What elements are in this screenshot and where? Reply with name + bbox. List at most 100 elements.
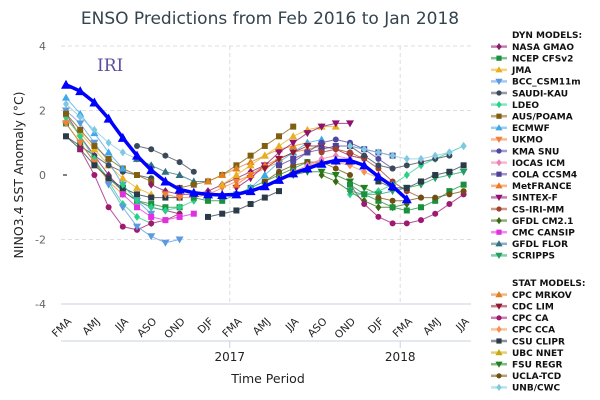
legend-marker-icon [496, 383, 502, 391]
legend-item: UBC NNET [491, 349, 564, 359]
model-run-point [446, 168, 453, 175]
model-run-point [190, 210, 197, 217]
y-tick-label: 4 [39, 40, 46, 53]
legend-label: CPC CCA [512, 326, 555, 336]
model-run-point [118, 164, 127, 172]
model-run-point [63, 100, 69, 109]
model-run-point [346, 120, 354, 128]
legend-label: UCLA-TCD [512, 372, 561, 382]
model-run-point [318, 146, 325, 153]
model-run-point [118, 174, 127, 182]
model-run-point [276, 168, 282, 175]
iri-point [245, 186, 256, 196]
iri-point [387, 181, 398, 191]
model-run-point [133, 183, 141, 191]
model-run-point [176, 203, 183, 212]
legend-item: CPC CA [491, 314, 549, 324]
model-run-point [161, 191, 170, 199]
x-tick-label: DJF [195, 316, 216, 337]
model-run-point [275, 141, 283, 149]
legend-item: CDC LIM [491, 303, 554, 313]
legend-heading: DYN MODELS: [512, 31, 582, 41]
model-run-point [403, 171, 410, 179]
model-run-point [375, 148, 382, 157]
model-run [232, 120, 354, 192]
legend-label: CMC CANSIP [512, 229, 575, 239]
model-run-point [361, 145, 368, 154]
model-run-point [261, 142, 268, 149]
model-run-point [276, 188, 282, 195]
model-run [205, 188, 282, 220]
iri-point [103, 113, 114, 123]
legend-label: SAUDI-KAU [512, 89, 568, 99]
iri-point [373, 171, 384, 181]
model-run [104, 181, 184, 247]
model-run-point [375, 197, 382, 204]
legend-item: KMA SNU [491, 147, 559, 157]
model-run-point [247, 152, 254, 159]
model-run-point [389, 220, 396, 227]
model-run-point [77, 126, 84, 133]
x-tick-label: AMJ [251, 316, 273, 338]
model-run-point [148, 203, 155, 212]
legend-label: CS-IRI-MM [512, 205, 564, 215]
model-run-point [361, 152, 368, 159]
model-run-point [460, 188, 467, 195]
model-run-point [347, 141, 353, 150]
model-run-line [122, 184, 195, 211]
legend-label: LDEO [512, 101, 539, 111]
legend-marker-icon [496, 325, 502, 333]
legend-label: IOCAS ICM [512, 159, 565, 169]
model-run-point [91, 125, 98, 134]
legend-label: AUS/POAMA [512, 113, 573, 123]
legend-item: SINTEX-F [491, 194, 558, 204]
iri-point [359, 160, 370, 170]
model-run-point [175, 171, 184, 178]
model-run-point [161, 167, 170, 175]
legend-item: CSU CLIPR [491, 337, 565, 347]
model-run-point [389, 165, 396, 172]
legend-marker-icon [496, 206, 502, 212]
legend-marker-icon [495, 291, 503, 298]
model-run-point [205, 197, 211, 204]
model-run-point [290, 123, 297, 130]
legend-label: CPC CA [512, 314, 549, 324]
model-run-point [190, 168, 197, 175]
model-run-point [446, 191, 453, 198]
model-run-point [204, 177, 212, 185]
legend-item: SCRIPPS [491, 252, 555, 262]
legend-item: CPC MRKOV [491, 291, 572, 301]
chart-title: ENSO Predictions from Feb 2016 to Jan 20… [81, 9, 459, 29]
grid [61, 45, 471, 305]
legend-label: UNB/CWC [512, 384, 561, 394]
model-run-point [118, 204, 127, 212]
legend-label: NASA GMAO [512, 43, 574, 53]
model-run-point [161, 239, 170, 247]
model-run-point [134, 172, 140, 178]
iri-point [89, 97, 100, 107]
model-run-point [332, 177, 339, 186]
model-run-point [63, 110, 69, 117]
iri-point [188, 187, 199, 197]
legend-label: JMA [511, 66, 531, 76]
x-axis-label: Time Period [230, 371, 305, 386]
legend-marker-icon [496, 171, 502, 177]
model-run-point [389, 204, 396, 211]
model-run [246, 135, 326, 191]
model-run [347, 181, 467, 214]
legend-label: ECMWF [512, 124, 550, 134]
legend-label: UKMO [512, 136, 543, 146]
x-tick-label: FMA [220, 315, 245, 340]
iri-point [401, 194, 412, 204]
legend-label: CSU CLIPR [512, 337, 565, 347]
y-tick-label: 0 [39, 169, 46, 182]
model-run-point [260, 171, 269, 178]
model-run-point [347, 172, 353, 178]
model-run-point [403, 184, 410, 191]
model-run-point [432, 194, 439, 201]
model-run-point [403, 207, 410, 214]
model-run-point [205, 213, 211, 220]
model-run-point [218, 171, 227, 178]
model-run-point [318, 139, 325, 146]
model-run-point [375, 213, 382, 220]
